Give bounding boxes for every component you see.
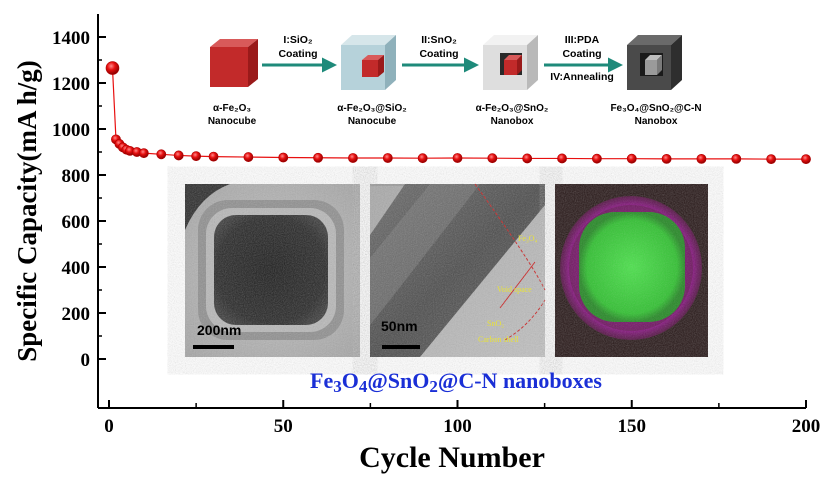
- data-point: [661, 153, 672, 164]
- x-tick-label: 100: [443, 416, 472, 437]
- annot-sno2: SnO₂: [487, 319, 504, 328]
- x-tick-label: 0: [104, 416, 114, 437]
- x-axis-title: Cycle Number: [359, 441, 545, 474]
- caption-part-fe: Fe: [310, 368, 333, 393]
- data-point: [156, 149, 167, 160]
- y-tick-label: 1400: [52, 28, 90, 49]
- cube-fe2o3: [210, 39, 258, 87]
- data-point: [105, 61, 120, 75]
- arrow-1-label-line2: Coating: [278, 48, 317, 60]
- series-capacity: [105, 61, 811, 165]
- step-1-label-line2: Nanocube: [208, 116, 257, 127]
- data-point: [208, 151, 219, 162]
- data-point: [801, 154, 811, 165]
- tem-image-nanobox: 200nm: [185, 184, 360, 357]
- data-point: [382, 153, 393, 163]
- cube-fe2o3-sio2: [341, 35, 396, 90]
- step-4-label-line2: Nanobox: [635, 116, 678, 127]
- y-tick-label: 400: [62, 258, 91, 279]
- data-point: [487, 153, 498, 164]
- y-tick-label: 1000: [52, 120, 90, 141]
- annot-fe3o4: Fe₃O₄: [518, 234, 538, 243]
- axes: [97, 14, 806, 409]
- arrow-3-label-line3: IV:Annealing: [550, 71, 614, 83]
- x-ticks: 0 50 100 150 200: [104, 400, 820, 437]
- data-point: [452, 153, 463, 163]
- caption-sub-4: 4: [359, 377, 368, 396]
- box-fe2o3-sno2: [483, 35, 538, 90]
- data-point: [626, 153, 637, 164]
- data-point: [278, 152, 289, 163]
- synthesis-schematic: I:SiO₂ Coating II:SnO₂ Coating III:PDA C…: [208, 34, 702, 127]
- arrow-3-label-line1: III:PDA: [565, 34, 600, 46]
- box-fe3o4-sno2-cn: [627, 35, 682, 90]
- scale-label-50nm: 50nm: [381, 318, 418, 334]
- data-point: [417, 153, 428, 164]
- y-axis-title: Specific Capacity(mA h/g): [12, 60, 42, 361]
- arrow-2-label-line2: Coating: [419, 48, 458, 60]
- data-point: [313, 152, 323, 163]
- data-point: [592, 153, 602, 164]
- data-point: [191, 151, 202, 162]
- step-3-label-line2: Nanobox: [491, 116, 534, 127]
- data-point: [696, 153, 707, 164]
- caption-sub-2: 2: [429, 377, 438, 396]
- data-point: [348, 153, 358, 163]
- caption-part-sno: @SnO: [367, 368, 429, 393]
- caption-part-suffix: @C-N nanoboxes: [438, 368, 603, 393]
- data-point: [522, 153, 533, 164]
- step-4-label-line1: Fe₃O₄@SnO₂@C-N: [610, 103, 701, 114]
- tem-image-shell: Fe₃O₄ Void space SnO₂ Carbon shell 50nm: [370, 183, 546, 357]
- data-point: [138, 148, 149, 159]
- elemental-map: [555, 184, 708, 357]
- annot-carbon-shell: Carbon shell: [478, 335, 519, 344]
- data-point: [243, 152, 254, 162]
- step-2-label-line1: α-Fe₂O₃@SiO₂: [337, 103, 406, 114]
- arrow-2-label-line1: II:SnO₂: [421, 34, 457, 46]
- step-1-label-line1: α-Fe₂O₃: [213, 103, 251, 114]
- caption-part-o: O: [342, 368, 359, 393]
- step-2-label-line2: Nanocube: [348, 116, 397, 127]
- scale-label-200nm: 200nm: [197, 322, 241, 338]
- x-tick-label: 200: [792, 416, 821, 437]
- y-ticks: 0 200 400 600 800 1000 1200 1400: [52, 28, 106, 371]
- x-tick-label: 150: [618, 416, 647, 437]
- data-point: [731, 153, 742, 164]
- step-3-label-line1: α-Fe₂O₃@SnO₂: [476, 103, 549, 114]
- data-point: [173, 150, 184, 161]
- annot-void-space: Void space: [497, 285, 532, 294]
- figure-caption: Fe3O4@SnO2@C-N nanoboxes: [310, 368, 602, 396]
- arrow-1-label-line1: I:SiO₂: [283, 34, 313, 46]
- y-tick-label: 1200: [52, 74, 90, 95]
- y-tick-label: 600: [62, 212, 91, 233]
- caption-sub-3: 3: [333, 377, 342, 396]
- y-tick-label: 200: [62, 304, 91, 325]
- arrow-3-label-line2: Coating: [562, 48, 601, 60]
- x-tick-label: 50: [274, 416, 293, 437]
- data-point: [557, 153, 567, 164]
- data-point: [766, 154, 777, 165]
- y-tick-label: 0: [81, 350, 91, 371]
- y-tick-label: 800: [62, 166, 91, 187]
